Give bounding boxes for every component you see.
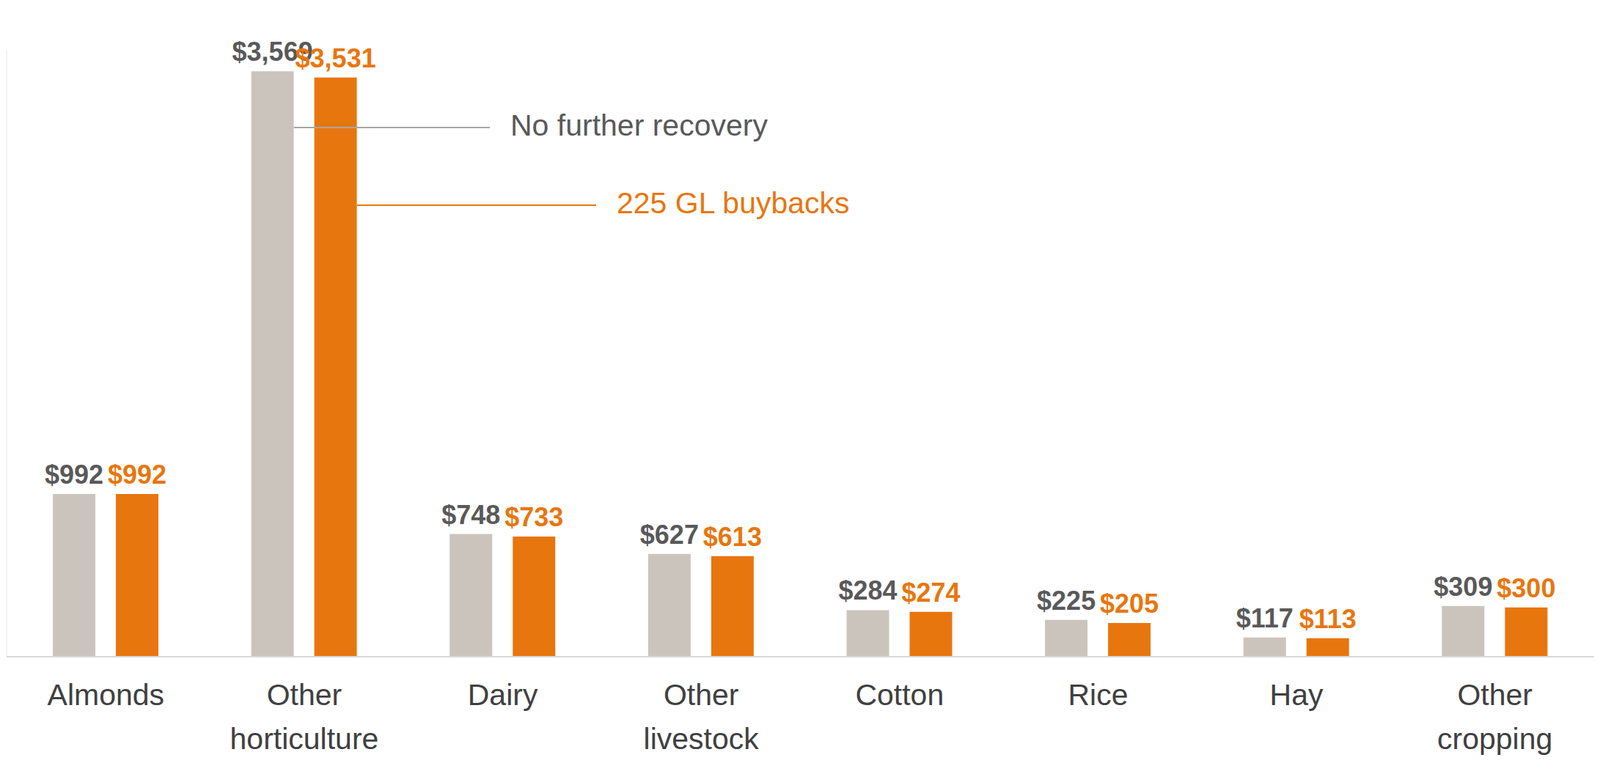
svg-text:$309: $309 (1433, 571, 1493, 603)
svg-text:$284: $284 (838, 575, 897, 606)
svg-text:Almonds: Almonds (47, 678, 165, 713)
svg-text:Rice: Rice (1067, 678, 1128, 713)
svg-text:$113: $113 (1299, 604, 1357, 635)
svg-text:225 GL buybacks: 225 GL buybacks (616, 186, 850, 220)
svg-text:$992: $992 (44, 459, 104, 490)
svg-text:livestock: livestock (643, 722, 760, 757)
svg-text:cropping: cropping (1437, 722, 1553, 757)
svg-text:$205: $205 (1099, 588, 1159, 619)
svg-text:$992: $992 (107, 459, 167, 490)
svg-text:$613: $613 (703, 522, 762, 553)
svg-text:Cotton: Cotton (854, 678, 944, 713)
svg-text:Other: Other (266, 678, 343, 713)
svg-text:$748: $748 (441, 500, 501, 531)
svg-text:Other: Other (1457, 678, 1533, 713)
svg-text:$300: $300 (1496, 573, 1556, 604)
svg-text:$627: $627 (640, 519, 699, 550)
svg-text:$225: $225 (1036, 585, 1096, 616)
svg-text:$117: $117 (1236, 603, 1294, 634)
svg-text:$3,569: $3,569 (232, 36, 313, 67)
svg-text:Dairy: Dairy (467, 678, 539, 713)
svg-text:No further recovery: No further recovery (510, 108, 768, 143)
svg-text:Other: Other (663, 678, 740, 713)
svg-text:Hay: Hay (1270, 678, 1324, 713)
svg-text:$733: $733 (504, 502, 564, 533)
svg-text:$274: $274 (901, 577, 960, 608)
svg-text:horticulture: horticulture (230, 722, 380, 757)
svg-text:$3,531: $3,531 (295, 43, 377, 74)
